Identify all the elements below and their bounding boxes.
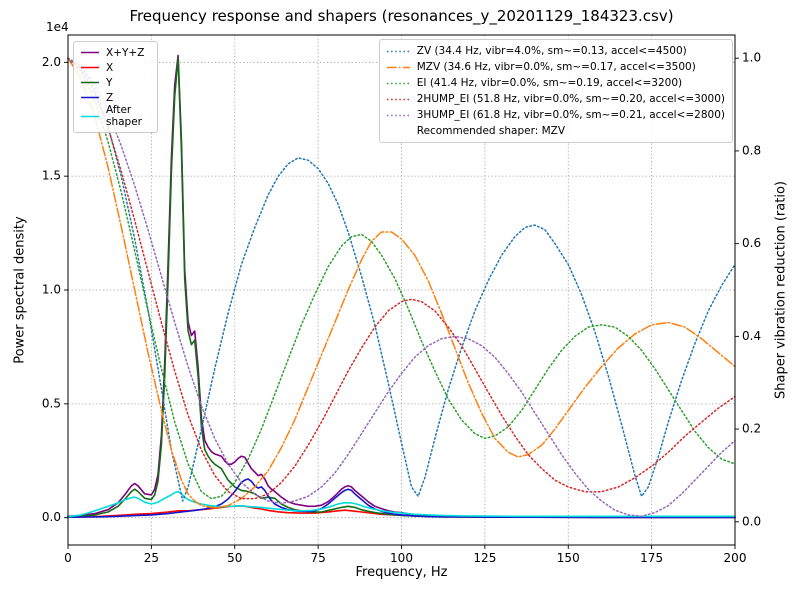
chart-title: Frequency response and shapers (resonanc…	[129, 7, 674, 25]
legend-item-z: Z	[80, 90, 150, 105]
legend-item-after-shaper: After shaper	[80, 104, 150, 129]
x-tick-label: 200	[724, 551, 747, 565]
legend-line-sample	[386, 114, 410, 116]
x-tick-label: 175	[640, 551, 663, 565]
legend-line-sample	[81, 115, 99, 118]
legend-item-y: Y	[80, 75, 150, 90]
x-tick-label: 25	[144, 551, 159, 565]
shaper-curve-mzv	[67, 57, 736, 509]
legend-line-sample	[81, 96, 99, 99]
legend-label: 2HUMP_EI (51.8 Hz, vibr=0.0%, sm~=0.20, …	[416, 93, 725, 105]
y-right-tick-label: 1.0	[742, 51, 761, 65]
legend-item-recommended-shaper: Recommended shaper: MZV	[386, 123, 725, 139]
x-tick-label: 75	[310, 551, 325, 565]
shaper-curve-zv	[67, 57, 736, 502]
legend-line-sample	[81, 66, 99, 69]
legend-label: X	[106, 61, 114, 74]
legend-line-sample	[386, 82, 410, 84]
psd-legend: X+Y+Z X Y Z After shaper	[73, 41, 158, 133]
y-left-tick-label: 1.5	[42, 169, 61, 183]
y-left-tick-label: 1.0	[42, 283, 61, 297]
legend-label: EI (41.4 Hz, vibr=0.0%, sm~=0.19, accel<…	[416, 77, 683, 89]
legend-line-sample	[386, 66, 410, 68]
legend-label: ZV (34.4 Hz, vibr=4.0%, sm~=0.13, accel<…	[416, 45, 687, 57]
y-left-tick-label: 0.5	[42, 396, 61, 410]
x-tick-label: 100	[390, 551, 413, 565]
y-right-tick-label: 0.8	[742, 143, 761, 157]
legend-label: X+Y+Z	[106, 46, 145, 59]
legend-line-sample	[386, 98, 410, 100]
x-tick-label: 125	[473, 551, 496, 565]
y-axis-left-label: Power spectral density	[12, 216, 28, 364]
legend-item-3hump-ei: 3HUMP_EI (61.8 Hz, vibr=0.0%, sm~=0.21, …	[386, 107, 725, 123]
legend-item-2hump-ei: 2HUMP_EI (51.8 Hz, vibr=0.0%, sm~=0.20, …	[386, 91, 725, 107]
psd-curve-y	[67, 56, 736, 519]
y-right-tick-label: 0.4	[742, 329, 761, 343]
legend-item-mzv: MZV (34.6 Hz, vibr=0.0%, sm~=0.17, accel…	[386, 59, 725, 75]
y-right-tick-label: 0.6	[742, 236, 761, 250]
legend-label: Y	[106, 76, 113, 89]
y-right-tick-label: 0.0	[742, 514, 761, 528]
legend-line-sample	[81, 51, 99, 54]
legend-item-x: X	[80, 60, 150, 75]
y-right-tick-label: 0.2	[742, 422, 761, 436]
y-axis-offset-label: 1e4	[46, 20, 69, 34]
x-tick-label: 150	[557, 551, 580, 565]
legend-line-sample	[81, 81, 99, 84]
y-axis-right-label: Shaper vibration reduction (ratio)	[773, 181, 789, 399]
legend-line-sample	[386, 126, 411, 137]
legend-item-ei: EI (41.4 Hz, vibr=0.0%, sm~=0.19, accel<…	[386, 75, 725, 91]
legend-label: Z	[106, 91, 114, 104]
psd-curve-after-shaper	[67, 490, 736, 518]
x-tick-label: 0	[64, 551, 72, 565]
shaper-legend: ZV (34.4 Hz, vibr=4.0%, sm~=0.13, accel<…	[378, 39, 733, 143]
x-tick-label: 50	[227, 551, 242, 565]
legend-label: After shaper	[106, 104, 143, 128]
y-left-tick-label: 0.0	[42, 510, 61, 524]
x-axis-label: Frequency, Hz	[355, 565, 448, 580]
legend-label: Recommended shaper: MZV	[416, 125, 566, 137]
y-left-tick-label: 2.0	[42, 55, 61, 69]
legend-item-x-y-z: X+Y+Z	[80, 45, 150, 60]
shaper-curve-2hump-ei	[67, 57, 736, 500]
shaper-curve-3hump-ei	[67, 57, 736, 518]
legend-line-sample	[386, 50, 410, 52]
legend-label: MZV (34.6 Hz, vibr=0.0%, sm~=0.17, accel…	[416, 61, 696, 73]
shaper-curve-ei	[67, 57, 736, 500]
legend-label: 3HUMP_EI (61.8 Hz, vibr=0.0%, sm~=0.21, …	[416, 109, 725, 121]
legend-item-zv: ZV (34.4 Hz, vibr=4.0%, sm~=0.13, accel<…	[386, 43, 725, 59]
